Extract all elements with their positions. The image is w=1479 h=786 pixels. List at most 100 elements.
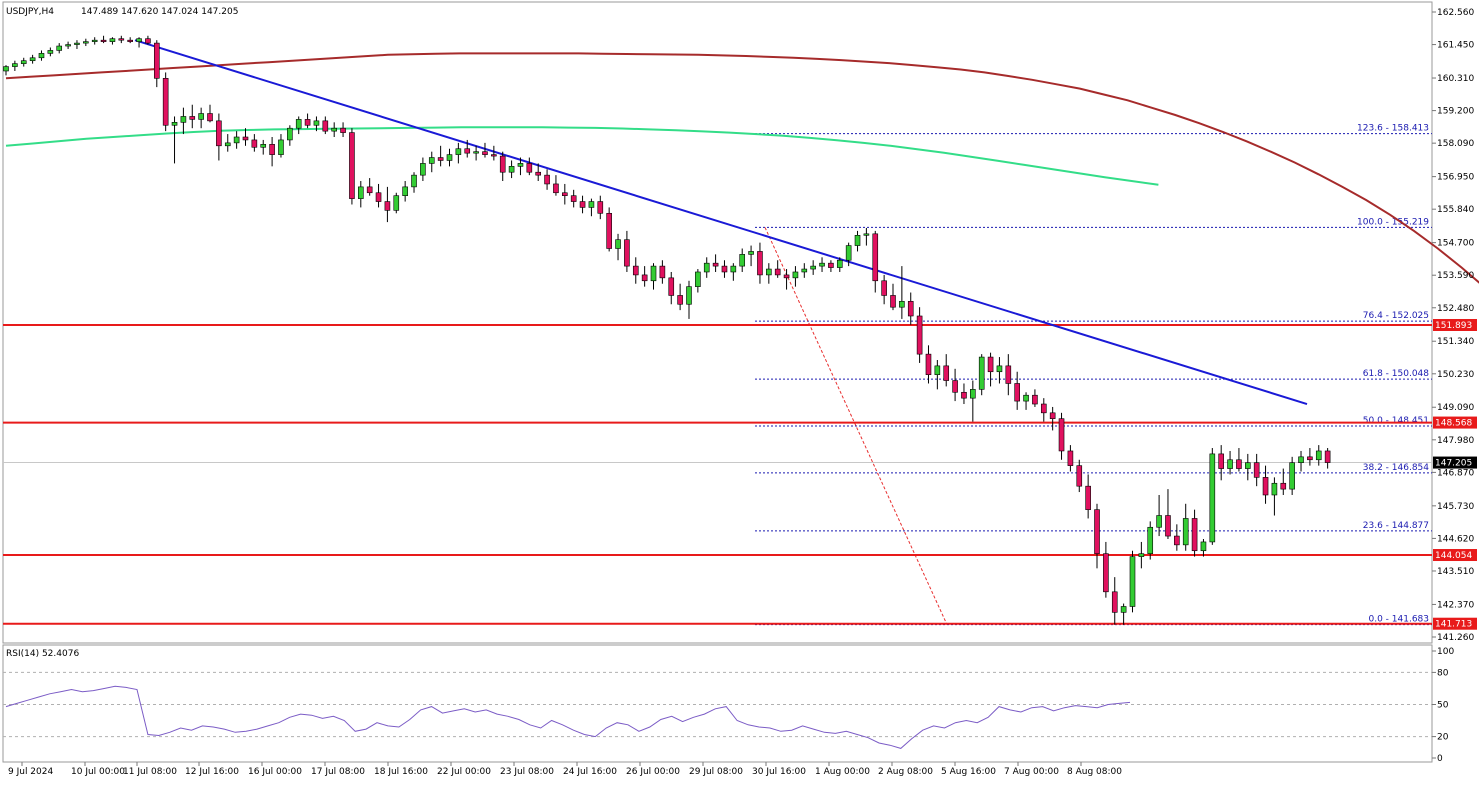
candle-body [1165, 515, 1171, 537]
candle [1200, 538, 1207, 557]
candle-body [1182, 518, 1189, 546]
candle-body [464, 148, 471, 154]
x-tick-label: 29 Jul 08:00 [689, 767, 743, 777]
candle-body [925, 353, 932, 375]
candle-body [269, 144, 275, 155]
candle [65, 41, 71, 49]
candle [1271, 477, 1278, 516]
candle [845, 242, 852, 267]
candle-body [774, 268, 781, 276]
candle-body [952, 380, 958, 393]
candle-body [721, 265, 728, 273]
candle [189, 104, 196, 129]
candle-body [686, 286, 692, 305]
candle [943, 354, 950, 387]
candle-body [482, 151, 488, 155]
candle [1262, 465, 1269, 504]
candle [1236, 448, 1242, 472]
candle [730, 263, 737, 281]
y-tick-label: 158.090 [1437, 139, 1474, 149]
candle-body [65, 44, 71, 47]
candle-body [446, 154, 453, 161]
candle [1023, 392, 1029, 410]
candle [872, 230, 879, 293]
current-price-tag [1433, 456, 1477, 469]
candle-body [978, 356, 985, 390]
candle-body [757, 251, 763, 276]
x-tick-label: 22 Jul 00:00 [437, 767, 491, 777]
candle-body [641, 274, 648, 282]
candle-body [375, 192, 382, 202]
candle-body [526, 163, 533, 173]
level-price-tag [1433, 617, 1477, 630]
candle-body [420, 163, 426, 176]
candle-body [632, 265, 639, 276]
candle [624, 230, 630, 272]
y-tick-label: 146.870 [1437, 468, 1474, 478]
candle [242, 128, 249, 146]
x-tick-label: 26 Jul 00:00 [626, 767, 680, 777]
candle-body [1271, 482, 1278, 496]
rsi-plot [3, 671, 1432, 749]
candle-body [1209, 453, 1216, 543]
candle-body [836, 259, 843, 268]
candle-body [1262, 477, 1269, 496]
candle-body [553, 183, 559, 194]
candle [375, 183, 382, 208]
x-tick-label: 7 Aug 00:00 [1004, 767, 1059, 777]
symbol-label: USDJPY,H4 [6, 7, 54, 17]
y-tick-label: 161.450 [1437, 41, 1474, 51]
current-price-label: 147.205 [1435, 459, 1472, 469]
candle-body [313, 120, 320, 126]
candle-body [1094, 509, 1100, 554]
candle [1315, 445, 1322, 466]
candle-body [1315, 450, 1322, 461]
candle-body [455, 148, 462, 155]
candle [216, 113, 222, 161]
x-tick-label: 24 Jul 16:00 [563, 767, 617, 777]
candle [83, 38, 89, 47]
candle [1085, 474, 1091, 519]
level-price-tag [1433, 318, 1477, 331]
candle-body [56, 45, 63, 51]
candle-body [349, 132, 355, 199]
candle-body [20, 60, 27, 64]
candle [260, 139, 267, 155]
candle-body [260, 144, 267, 148]
candle-body [242, 136, 249, 141]
candle-body [650, 265, 657, 282]
candle [233, 131, 240, 149]
candle [1111, 577, 1118, 625]
candle-body [1103, 553, 1109, 593]
candle-body [943, 365, 950, 381]
ma-fast-line [5, 52, 1479, 284]
level-price-label: 141.713 [1435, 620, 1472, 630]
candle [1165, 489, 1171, 539]
candle [641, 266, 648, 287]
candle-body [499, 155, 506, 173]
candle-body [1227, 459, 1233, 469]
candle [1032, 389, 1038, 407]
level-price-tag [1433, 416, 1477, 429]
candle-body [29, 57, 36, 62]
candle-body [224, 142, 231, 147]
candle [916, 307, 923, 363]
x-tick-label: 12 Jul 16:00 [185, 767, 239, 777]
candle [118, 35, 125, 44]
candle-body [766, 268, 772, 276]
candle-body [74, 42, 80, 45]
candle-body [588, 201, 595, 208]
candle [499, 151, 506, 182]
candle-body [393, 195, 400, 211]
candle-body [295, 119, 302, 129]
candle [819, 257, 825, 272]
candle [597, 195, 604, 220]
level-price-label: 148.568 [1435, 419, 1472, 429]
candle [774, 260, 781, 278]
candle [162, 72, 169, 132]
candle [970, 380, 976, 422]
candle-body [3, 66, 9, 72]
candle-body [189, 116, 196, 120]
candle-body [1156, 515, 1162, 528]
candle-body [1023, 394, 1029, 402]
